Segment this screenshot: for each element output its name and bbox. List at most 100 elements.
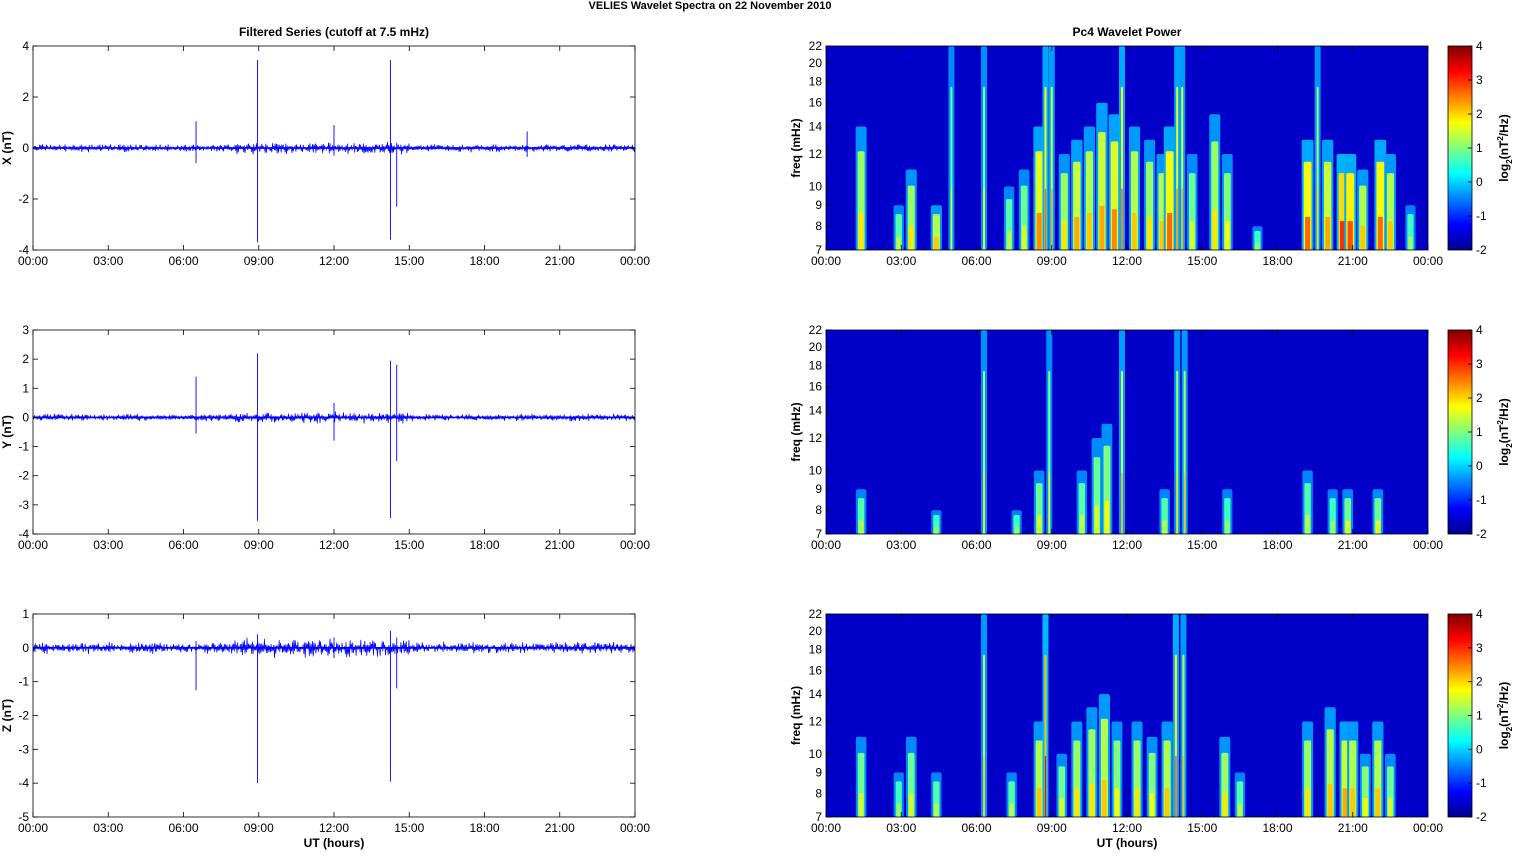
row3-wavelet-xtick-label: 00:00 [1413,821,1443,835]
row3-wavelet-xtick-label: 12:00 [1112,821,1142,835]
row2-wavelet-colorbar-tick-label: 3 [1476,357,1483,371]
row3-wavelet-xtick-label: 15:00 [1187,821,1217,835]
row1-wavelet-colorbar-tick-label: 0 [1476,175,1483,189]
row3-wavelet-ytick-label: 22 [809,607,823,621]
row3-series-ylabel: Z (nT) [0,699,14,732]
row2-series-xtick-label: 03:00 [93,538,123,552]
row1-wavelet-power-streak-peak [1255,242,1260,250]
row2-series-xtick-label: 00:00 [18,538,48,552]
row2-wavelet-ytick-label: 7 [815,527,822,541]
row1-wavelet-ytick-label: 18 [809,75,823,89]
row1-series-xtick-label: 18:00 [469,254,499,268]
row1-wavelet-ytick-label: 10 [809,179,823,193]
row1-wavelet-colorbar-tick-label: -1 [1476,209,1487,223]
row2-wavelet-power-streak-peak [1184,472,1186,534]
row3-series-xtick-label: 18:00 [469,821,499,835]
row1-wavelet-xtick-label: 21:00 [1338,254,1368,268]
row2-wavelet-power-streak-peak [1104,500,1110,534]
row3-series-xtick-label: 00:00 [18,821,48,835]
row2-wavelet-power-streak-peak [1037,514,1042,534]
row2-series-ytick-label: 1 [22,381,29,395]
row2-wavelet-power-streak-peak [934,526,939,534]
row1-wavelet-power-streak-peak [1099,205,1105,250]
row2-wavelet-colorbar-label: log2(nT2/Hz) [1496,398,1514,466]
row1-series-xtick-label: 21:00 [545,254,575,268]
row2-series-ytick-label: 3 [22,323,29,337]
row1-series-ytick-label: 4 [22,39,29,53]
row1-series-title: Filtered Series (cutoff at 7.5 mHz) [239,25,429,39]
row3-wavelet-xtick-label: 00:00 [811,821,841,835]
row3-wavelet-power-streak-peak [1102,780,1107,817]
row2-wavelet-colorbar-tick-label: -1 [1476,493,1487,507]
row3-wavelet-power-streak-peak [1222,792,1228,817]
row1-wavelet-ytick-label: 12 [809,147,823,161]
row1-wavelet-power-streak-peak [1387,221,1393,250]
row1-wavelet-xtick-label: 03:00 [886,254,916,268]
row3-series-ytick-label: -3 [18,742,29,756]
row3-series-xtick-label: 03:00 [93,821,123,835]
row2-wavelet-power-streak-peak [1330,520,1335,534]
row1-wavelet-power-streak-peak [1111,209,1117,250]
row1-wavelet-power-streak-peak [1225,221,1230,250]
row1-wavelet-power-streak-peak [1159,221,1165,250]
row1-wavelet-power-streak-peak [1360,225,1366,250]
row3-wavelet-power-streak-peak [1036,788,1042,817]
row2-wavelet-ytick-label: 14 [809,404,823,418]
row3-wavelet-ylabel: freq (mHz) [789,686,803,745]
row2-wavelet-power-streak-peak [1225,520,1230,534]
row3-wavelet-colorbar-tick-label: -1 [1476,776,1487,790]
row2-wavelet-xtick-label: 03:00 [886,538,916,552]
row3-wavelet-ytick-label: 20 [809,624,823,638]
row3-wavelet-power-streak-peak [1164,788,1170,817]
row3-wavelet-power-streak-peak [1327,784,1333,817]
row1-wavelet-xtick-label: 00:00 [1413,254,1443,268]
row2-series-xtick-label: 18:00 [469,538,499,552]
row2-series-ytick-label: -4 [18,527,29,541]
row1-wavelet-power-streak-peak [950,188,953,250]
row3-wavelet-xlabel: UT (hours) [1097,836,1158,850]
row2-wavelet-xtick-label: 12:00 [1112,538,1142,552]
row3-wavelet-colorbar-tick-label: 2 [1476,675,1483,689]
row3-wavelet-ytick-label: 10 [809,747,823,761]
row1-wavelet-power-streak-peak [1021,225,1027,250]
row2-series-ytick-label: -1 [18,440,29,454]
row1-series-ytick-label: 0 [22,141,29,155]
row1-wavelet-colorbar-label: log2(nT2/Hz) [1496,114,1514,182]
row2-wavelet-colorbar-tick-label: -2 [1476,527,1487,541]
row2-wavelet-colorbar-tick-label: 2 [1476,391,1483,405]
row1-series-ytick-label: -4 [18,243,29,257]
row2-wavelet-power-streak-peak [1345,520,1350,534]
row1-wavelet-ytick-label: 14 [809,120,823,134]
row1-wavelet-power-streak-peak [858,212,864,250]
row1-series-xtick-label: 09:00 [244,254,274,268]
row3-wavelet-colorbar-label: log2(nT2/Hz) [1496,682,1514,750]
row3-wavelet-power-streak-peak [1074,788,1080,817]
row1-wavelet-power-streak-peak [1006,230,1012,250]
row3-wavelet-power-streak-peak [1375,788,1381,817]
row3-wavelet-power-streak-peak [983,756,985,817]
row2-wavelet-ytick-label: 18 [809,359,823,373]
row1-series-xtick-label: 00:00 [18,254,48,268]
row3-series-ytick-label: 1 [22,607,29,621]
row3-series-ytick-label: 0 [22,641,29,655]
row1-wavelet-xtick-label: 12:00 [1112,254,1142,268]
row3-wavelet-xtick-label: 03:00 [886,821,916,835]
row2-wavelet-power-streak-peak [1079,514,1084,534]
row2-wavelet-power-streak-peak [1375,520,1380,534]
row2-wavelet-power-streak-peak [1094,505,1100,534]
row2-wavelet-colorbar-tick-label: 4 [1476,323,1483,337]
row1-wavelet-xtick-label: 18:00 [1262,254,1292,268]
row2-series-xtick-label: 00:00 [620,538,650,552]
row3-wavelet-ytick-label: 18 [809,643,823,657]
row2-wavelet-power-streak-peak [1048,472,1050,534]
row3-wavelet-ytick-label: 9 [815,765,822,779]
row1-wavelet-colorbar-tick-label: 4 [1476,39,1483,53]
row1-wavelet-power-streak-peak [1190,221,1195,250]
row2-wavelet-power-streak-peak [1176,472,1178,534]
row2-wavelet-xtick-label: 06:00 [961,538,991,552]
row3-wavelet-power-streak-peak [1149,792,1155,817]
row1-wavelet-power-streak-peak [1167,212,1173,250]
row3-series-ytick-label: -4 [18,776,29,790]
row2-wavelet-xtick-label: 00:00 [811,538,841,552]
row3-series-xtick-label: 12:00 [319,821,349,835]
